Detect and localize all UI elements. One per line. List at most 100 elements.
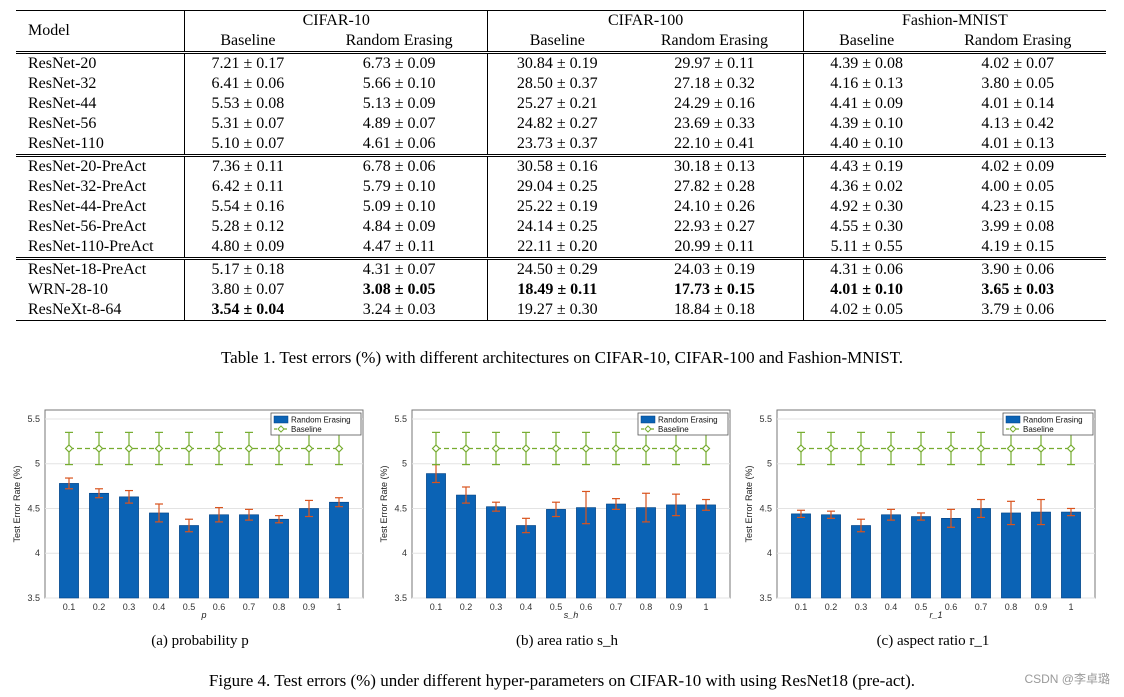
value-cell: 4.39 ± 0.08 [802,51,930,74]
model-name-cell: ResNet-32 [28,75,97,92]
bar [209,514,229,599]
y-tick-label: 3.5 [394,593,407,603]
subheader-random-erasing: Random Erasing [660,32,768,49]
baseline-marker [304,444,314,453]
bar [239,514,259,599]
bar [516,525,536,599]
bar [1001,512,1021,599]
value-cell: 24.10 ± 0.26 [674,198,755,215]
y-tick-label: 3.5 [27,593,40,603]
x-tick-label: 0.6 [580,602,593,612]
y-tick-label: 4 [767,548,772,558]
value-cell: 5.13 ± 0.09 [362,95,436,112]
value-cell: 4.01 ± 0.10 [802,280,930,300]
value-cell: 19.27 ± 0.30 [487,300,627,321]
y-tick-label: 4 [35,548,40,558]
legend-label-baseline: Baseline [658,425,689,434]
y-tick-label: 5.5 [27,414,40,424]
baseline-marker [274,444,284,453]
x-tick-label: 1 [336,602,341,612]
baseline-marker [671,444,681,453]
bar [89,492,109,599]
value-cell: 24.82 ± 0.27 [487,114,627,134]
value-cell: 29.97 ± 0.11 [626,51,804,74]
model-name-cell: ResNet-44-PreAct [28,198,147,215]
x-tick-label: 0.6 [213,602,226,612]
baseline-marker [184,444,194,453]
y-tick-label: 3.5 [759,593,772,603]
baseline-marker [641,444,651,453]
baseline-marker [431,444,441,453]
dataset-header-cifar100: CIFAR-100 [487,10,804,31]
value-cell: 4.61 ± 0.06 [362,135,436,152]
bar [546,509,566,599]
value-cell: 4.23 ± 0.15 [981,198,1055,215]
baseline-marker [94,444,104,453]
y-tick-label: 5 [35,459,40,469]
baseline-marker [701,444,711,453]
value-cell: 3.79 ± 0.06 [929,300,1106,321]
model-column-header: Model [16,10,185,53]
value-cell: 29.04 ± 0.25 [487,177,627,197]
model-name-cell: WRN-28-10 [28,281,108,298]
x-tick-label: 0.8 [640,602,653,612]
baseline-marker [244,444,254,453]
value-cell: 5.11 ± 0.55 [802,237,930,259]
x-tick-label: 0.2 [93,602,106,612]
x-tick-label: 0.7 [243,602,256,612]
value-cell: 4.43 ± 0.19 [802,154,930,177]
dataset-header-cifar10: CIFAR-10 [183,10,488,31]
figure-caption: Figure 4. Test errors (%) under differen… [208,671,916,690]
table-caption: Table 1. Test errors (%) with different … [220,348,904,367]
baseline-marker [856,444,866,453]
x-tick-label: 0.5 [183,602,196,612]
baseline-marker [1006,444,1016,453]
legend-swatch-random-erasing [273,415,289,424]
y-axis-label: Test Error Rate (%) [379,465,389,542]
baseline-marker [826,444,836,453]
subheader-baseline: Baseline [487,31,627,53]
x-tick-label: 0.9 [1035,602,1048,612]
subheader-random-erasing: Random Erasing [345,32,453,49]
y-axis-label: Test Error Rate (%) [744,465,754,542]
bar [426,473,446,599]
baseline-marker [491,444,501,453]
value-cell: 22.10 ± 0.41 [674,135,755,152]
value-cell: 23.73 ± 0.37 [487,134,627,156]
x-tick-label: 0.9 [303,602,316,612]
value-cell: 30.18 ± 0.13 [626,154,804,177]
x-tick-label: 0.7 [975,602,988,612]
legend-box [1002,412,1094,436]
bar [119,496,139,599]
value-cell: 4.02 ± 0.09 [929,154,1106,177]
baseline-marker [334,444,344,453]
model-name-cell: ResNet-44 [28,95,97,112]
value-cell: 5.10 ± 0.07 [183,134,311,156]
value-cell: 4.36 ± 0.02 [802,177,930,197]
value-cell: 27.82 ± 0.28 [674,178,755,195]
legend-box [270,412,362,436]
bar [881,514,901,599]
baseline-marker [154,444,164,453]
x-tick-label: 0.4 [520,602,533,612]
legend-swatch-random-erasing [1005,415,1021,424]
value-cell: 5.54 ± 0.16 [183,197,311,217]
value-cell: 5.53 ± 0.08 [183,94,311,114]
value-cell: 4.92 ± 0.30 [802,197,930,217]
legend-swatch-random-erasing [640,415,656,424]
legend-swatch-baseline-marker [644,425,652,433]
table-row: ResNet-110 5.10 ± 0.07 4.61 ± 0.06 23.73 ± … [16,134,1106,156]
x-tick-label: 0.3 [855,602,868,612]
value-cell: 17.73 ± 0.15 [674,281,755,298]
bar [299,508,319,599]
baseline-marker [886,444,896,453]
value-cell: 3.90 ± 0.06 [929,257,1106,280]
x-tick-label: 0.1 [430,602,443,612]
bar [59,483,79,599]
bar [149,512,169,599]
legend-swatch-baseline-marker [1009,425,1017,433]
value-cell: 18.49 ± 0.11 [487,280,627,300]
legend-label-baseline: Baseline [1023,425,1054,434]
value-cell: 3.80 ± 0.05 [981,75,1055,92]
baseline-marker [521,444,531,453]
